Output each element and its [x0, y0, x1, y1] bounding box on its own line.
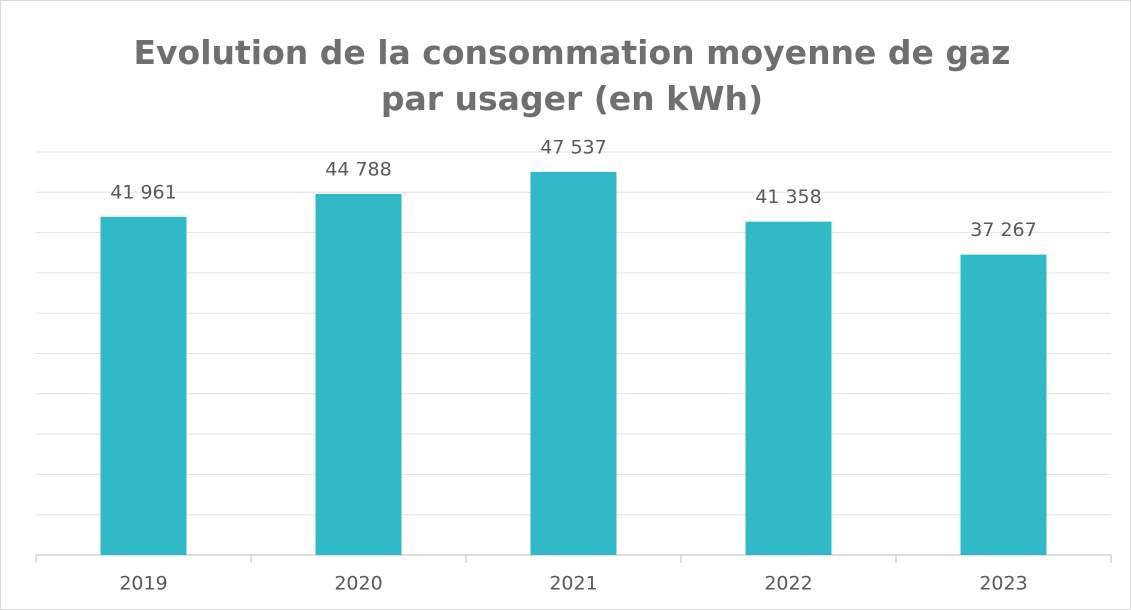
value-label: 37 267	[970, 219, 1036, 241]
bar	[745, 221, 832, 555]
x-tick-label: 2020	[334, 573, 382, 595]
value-label: 41 961	[110, 181, 176, 203]
x-tick-label: 2022	[764, 573, 812, 595]
chart-title: Evolution de la consommation moyenne de …	[133, 33, 1011, 118]
bar	[315, 194, 402, 555]
x-tick-label: 2019	[119, 573, 167, 595]
x-tick-label: 2023	[979, 573, 1027, 595]
x-tick-label: 2021	[549, 573, 597, 595]
bar	[960, 254, 1047, 555]
bar	[100, 216, 187, 555]
value-label: 44 788	[325, 159, 391, 181]
bar	[530, 171, 617, 555]
value-label: 47 537	[540, 136, 606, 158]
value-label: 41 358	[755, 186, 821, 208]
